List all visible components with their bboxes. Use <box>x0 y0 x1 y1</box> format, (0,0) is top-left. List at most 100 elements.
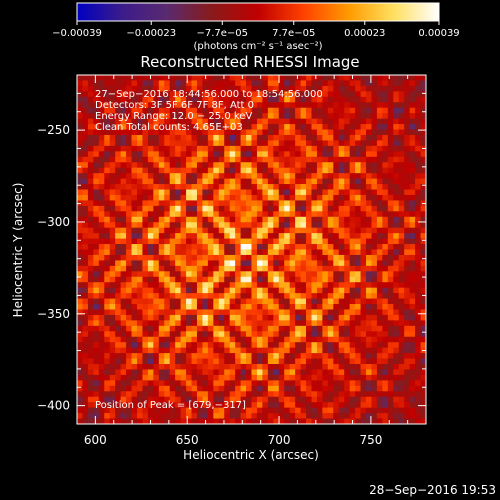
heatmap-cell <box>218 140 225 147</box>
heatmap-cell <box>164 244 171 250</box>
heatmap-cell <box>136 244 143 250</box>
heatmap-cell <box>98 391 105 398</box>
heatmap-cell <box>235 129 241 136</box>
heatmap-cell <box>202 244 209 250</box>
heatmap-cell <box>93 298 100 305</box>
heatmap-cell <box>229 418 236 424</box>
heatmap-cell <box>109 205 116 212</box>
heatmap-cell <box>289 91 296 98</box>
heatmap-cell <box>109 331 116 338</box>
heatmap-cell <box>218 156 225 163</box>
heatmap-cell <box>409 298 416 305</box>
heatmap-cell <box>213 145 220 152</box>
heatmap-cell <box>267 342 274 349</box>
heatmap-cell <box>306 173 312 180</box>
heatmap-cell <box>77 113 83 120</box>
heatmap-cell <box>120 216 127 223</box>
heatmap-cell <box>278 418 285 424</box>
heatmap-cell <box>344 309 351 316</box>
heatmap-cell <box>371 342 378 349</box>
heatmap-cell <box>295 227 301 234</box>
heatmap-cell <box>256 271 263 278</box>
heatmap-cell <box>82 91 89 98</box>
heatmap-cell <box>398 325 405 332</box>
heatmap-cell <box>180 85 187 92</box>
heatmap-cell <box>415 238 421 245</box>
heatmap-cell <box>126 233 132 239</box>
heatmap-cell <box>284 75 291 81</box>
heatmap-cell <box>284 124 291 130</box>
heatmap-cell <box>382 380 389 387</box>
heatmap-cell <box>322 178 329 185</box>
heatmap-cell <box>306 418 312 424</box>
heatmap-cell <box>355 314 361 321</box>
heatmap-cell <box>191 391 198 398</box>
heatmap-cell <box>273 304 280 310</box>
heatmap-cell <box>186 200 192 207</box>
heatmap-cell <box>251 124 258 130</box>
heatmap-cell <box>93 369 100 376</box>
heatmap-cell <box>147 129 154 136</box>
heatmap-cell <box>153 413 160 419</box>
heatmap-cell <box>175 80 182 87</box>
heatmap-cell <box>387 418 394 424</box>
heatmap-cell <box>387 271 394 278</box>
heatmap-cell <box>300 358 307 365</box>
heatmap-cell <box>142 298 149 305</box>
heatmap-cell <box>191 124 198 130</box>
heatmap-cell <box>136 129 143 136</box>
heatmap-cell <box>398 222 405 229</box>
heatmap-cell <box>262 178 269 185</box>
heatmap-cell <box>393 238 400 245</box>
heatmap-cell <box>420 353 426 359</box>
heatmap-cell <box>333 347 340 354</box>
heatmap-cell <box>218 418 225 424</box>
heatmap-cell <box>387 358 394 365</box>
heatmap-cell <box>376 325 383 332</box>
heatmap-cell <box>131 260 138 267</box>
heatmap-cell <box>115 418 122 424</box>
heatmap-cell <box>404 96 411 103</box>
heatmap-cell <box>158 287 165 294</box>
heatmap-cell <box>213 124 220 130</box>
heatmap-cell <box>295 140 301 147</box>
heatmap-cell <box>306 336 312 343</box>
heatmap-cell <box>213 309 220 316</box>
heatmap-cell <box>393 216 400 223</box>
heatmap-cell <box>289 118 296 125</box>
heatmap-cell <box>158 402 165 409</box>
heatmap-cell <box>120 85 127 92</box>
heatmap-cell <box>191 293 198 299</box>
heatmap-cell <box>142 347 149 354</box>
heatmap-cell <box>82 162 89 169</box>
heatmap-cell <box>322 336 329 343</box>
heatmap-cell <box>267 249 274 256</box>
heatmap-cell <box>289 298 296 305</box>
heatmap-cell <box>355 140 361 147</box>
heatmap-cell <box>120 145 127 152</box>
heatmap-cell <box>278 96 285 103</box>
heatmap-cell <box>387 260 394 267</box>
heatmap-cell <box>235 254 241 261</box>
heatmap-cell <box>387 151 394 158</box>
heatmap-cell <box>120 385 127 392</box>
heatmap-cell <box>218 325 225 332</box>
heatmap-cell <box>256 254 263 261</box>
heatmap-cell <box>82 287 89 294</box>
heatmap-cell <box>229 184 236 190</box>
heatmap-cell <box>338 364 345 370</box>
heatmap-cell <box>278 173 285 180</box>
heatmap-cell <box>344 85 351 92</box>
heatmap-cell <box>104 347 111 354</box>
heatmap-cell <box>175 336 182 343</box>
heatmap-cell <box>153 391 160 398</box>
heatmap-cell <box>316 298 323 305</box>
heatmap-cell <box>175 260 182 267</box>
heatmap-cell <box>355 91 361 98</box>
heatmap-cell <box>306 233 312 239</box>
heatmap-cell <box>376 413 383 419</box>
heatmap-cell <box>344 129 351 136</box>
heatmap-cell <box>93 249 100 256</box>
heatmap-cell <box>202 287 209 294</box>
heatmap-cell <box>224 265 231 272</box>
